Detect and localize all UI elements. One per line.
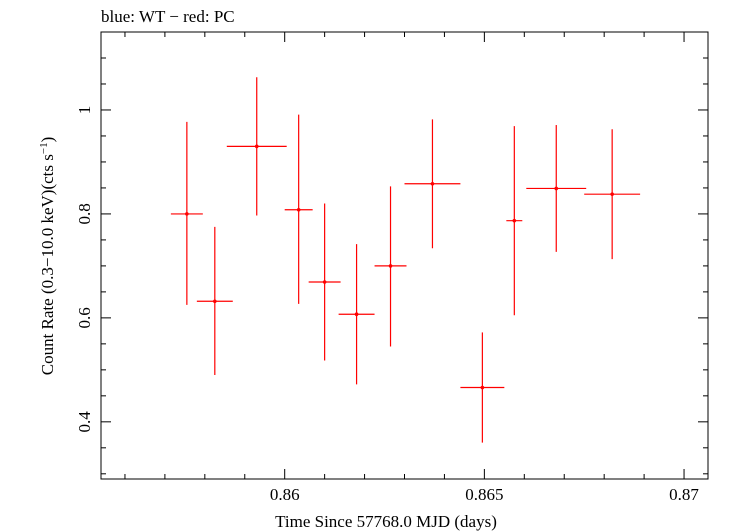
point-marker bbox=[213, 299, 217, 304]
x-axis-label: Time Since 57768.0 MJD (days) bbox=[275, 512, 497, 531]
x-axis: 0.86 0.865 0.87 bbox=[124, 32, 699, 504]
y-axis-label-superscript: −1 bbox=[38, 142, 50, 154]
y-axis-label-end: ) bbox=[38, 137, 57, 143]
y-tick-label: 1 bbox=[75, 106, 94, 115]
data-point bbox=[226, 77, 287, 216]
data-series-pc bbox=[170, 77, 641, 443]
data-point bbox=[196, 226, 233, 376]
data-point bbox=[374, 186, 407, 347]
point-marker bbox=[512, 218, 517, 223]
point-marker bbox=[480, 385, 485, 390]
y-tick-label: 0.4 bbox=[75, 411, 94, 433]
data-point bbox=[460, 332, 505, 443]
point-marker bbox=[610, 192, 614, 196]
point-marker bbox=[554, 186, 559, 191]
x-tick-label: 0.87 bbox=[669, 485, 699, 504]
point-marker bbox=[354, 312, 359, 317]
y-axis-label: Count Rate (0.3−10.0 keV)(cts s−1) bbox=[38, 137, 57, 376]
data-point bbox=[404, 119, 461, 249]
chart-header: blue: WT − red: PC bbox=[101, 7, 235, 26]
x-tick-label: 0.865 bbox=[465, 485, 503, 504]
data-point bbox=[308, 203, 341, 361]
point-marker bbox=[254, 144, 259, 149]
x-tick-label: 0.86 bbox=[270, 485, 300, 504]
y-axis-label-main: Count Rate (0.3−10.0 keV)(cts s bbox=[38, 154, 57, 375]
y-tick-label: 0.6 bbox=[75, 307, 94, 328]
point-marker bbox=[296, 207, 301, 212]
data-point bbox=[506, 126, 523, 316]
point-marker bbox=[185, 212, 189, 216]
point-marker bbox=[322, 280, 327, 284]
point-marker bbox=[388, 264, 393, 268]
point-marker bbox=[430, 181, 435, 186]
data-point bbox=[338, 244, 375, 385]
data-point bbox=[284, 114, 313, 304]
y-axis: 0.4 0.6 0.8 1 bbox=[75, 31, 708, 475]
data-point bbox=[526, 125, 587, 252]
data-point bbox=[170, 121, 203, 305]
plot-frame bbox=[100, 31, 709, 480]
data-point bbox=[584, 129, 641, 260]
y-tick-label: 0.8 bbox=[75, 203, 94, 224]
